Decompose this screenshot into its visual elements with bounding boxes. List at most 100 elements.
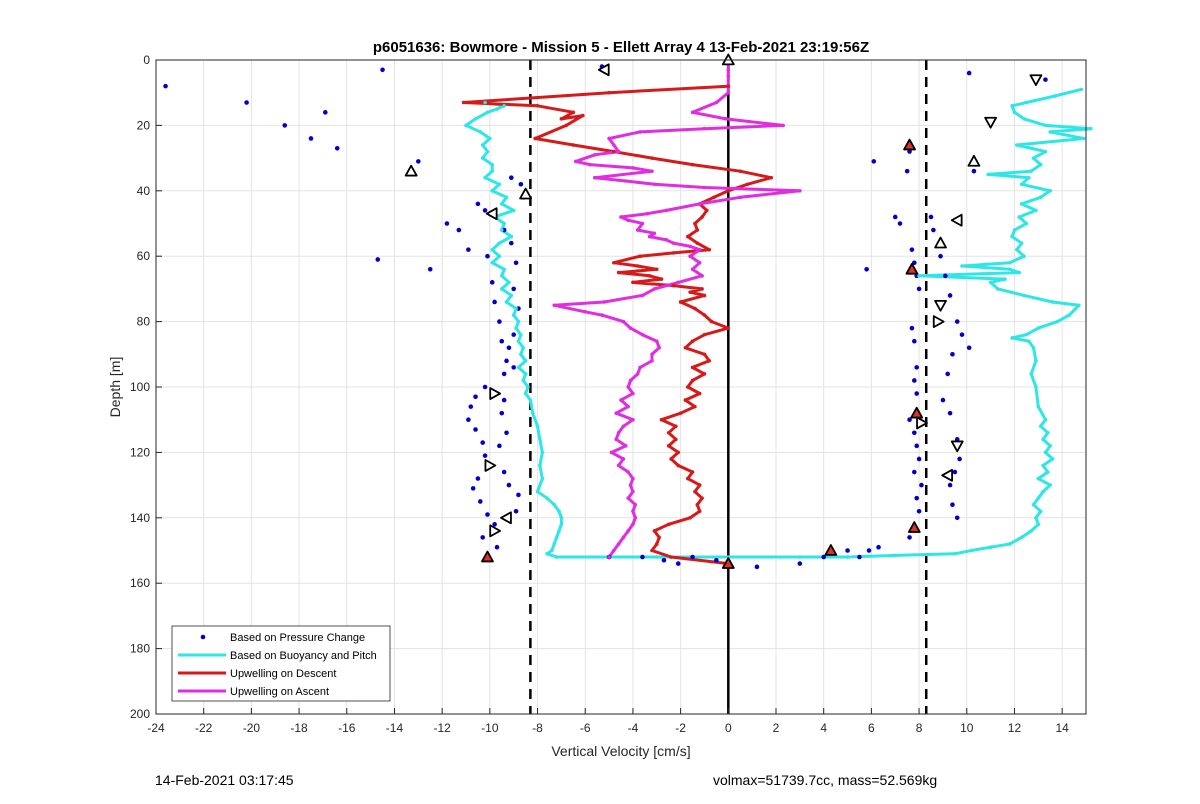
x-tick-label: -10 xyxy=(481,721,499,735)
upwelling-on-descent-point xyxy=(659,277,664,281)
upwelling-on-ascent-point xyxy=(697,260,702,265)
upwelling-on-ascent-point xyxy=(652,287,657,291)
based-on-buoyancy-and-pitch-point xyxy=(995,287,1000,291)
upwelling-on-descent-point xyxy=(709,319,714,324)
upwelling-on-descent-point xyxy=(612,260,616,265)
pressure-change-point xyxy=(380,67,385,73)
pressure-change-point xyxy=(966,70,972,76)
upwelling-on-ascent-point xyxy=(628,378,633,383)
filled-triangle-marker xyxy=(905,262,919,275)
upwelling-on-ascent-point xyxy=(592,153,597,157)
upwelling-on-ascent-point xyxy=(602,300,607,304)
pressure-change-point xyxy=(914,365,919,370)
based-on-buoyancy-and-pitch-point xyxy=(464,123,468,128)
based-on-buoyancy-and-pitch-point xyxy=(1026,339,1031,344)
based-on-buoyancy-and-pitch-point xyxy=(554,535,559,540)
upwelling-on-ascent-point xyxy=(652,231,657,236)
pressure-change-point xyxy=(661,558,667,563)
pressure-change-point xyxy=(499,338,505,344)
based-on-buoyancy-and-pitch-point xyxy=(497,182,502,187)
upwelling-on-descent-point xyxy=(693,221,697,226)
based-on-buoyancy-and-pitch-point xyxy=(538,437,542,442)
based-on-buoyancy-and-pitch-point xyxy=(893,553,898,558)
upwelling-on-descent-point xyxy=(666,430,671,435)
y-tick-label: 140 xyxy=(130,511,150,525)
upwelling-on-ascent-point xyxy=(619,215,623,219)
pressure-change-point xyxy=(909,325,915,331)
pressure-change-point xyxy=(513,260,519,266)
upwelling-on-ascent-point xyxy=(626,218,630,223)
based-on-buoyancy-and-pitch-point xyxy=(1038,162,1043,167)
upwelling-on-descent-point xyxy=(700,215,704,219)
pressure-change-point xyxy=(466,417,471,423)
based-on-buoyancy-and-pitch-point xyxy=(557,509,561,514)
based-on-buoyancy-and-pitch-point xyxy=(483,100,487,105)
legend-box xyxy=(171,625,391,702)
upwelling-on-descent-point xyxy=(559,117,564,121)
pressure-change-point xyxy=(938,253,943,259)
based-on-buoyancy-and-pitch-point xyxy=(1019,535,1024,540)
based-on-buoyancy-and-pitch-point xyxy=(521,378,526,383)
based-on-buoyancy-and-pitch-point xyxy=(1015,143,1019,147)
based-on-buoyancy-and-pitch-point xyxy=(1031,502,1036,507)
legend-label: Upwelling on Descent xyxy=(230,668,336,680)
pressure-change-point xyxy=(244,100,249,105)
based-on-buoyancy-and-pitch-point xyxy=(499,274,504,278)
upwelling-on-descent-point xyxy=(650,548,654,553)
based-on-buoyancy-and-pitch-point xyxy=(559,522,564,527)
based-on-buoyancy-and-pitch-point xyxy=(1050,300,1055,304)
pressure-change-point xyxy=(492,299,497,305)
upwelling-on-ascent-point xyxy=(664,208,669,213)
based-on-buoyancy-and-pitch-point xyxy=(1029,169,1033,173)
based-on-buoyancy-and-pitch-point xyxy=(1007,260,1012,265)
pressure-change-point xyxy=(954,319,960,324)
based-on-buoyancy-and-pitch-point xyxy=(480,143,485,147)
pressure-change-point xyxy=(940,397,946,403)
open-triangle-marker xyxy=(485,207,498,221)
based-on-buoyancy-and-pitch-point xyxy=(1034,385,1038,389)
upwelling-on-descent-point xyxy=(607,90,611,95)
upwelling-on-ascent-point xyxy=(623,444,628,448)
triangle-markers xyxy=(404,53,1043,569)
pressure-change-point xyxy=(475,476,481,481)
upwelling-on-ascent-point xyxy=(638,130,642,134)
pressure-change-point xyxy=(912,378,917,383)
pressure-change-point xyxy=(375,257,381,262)
pressure-change-point xyxy=(845,548,850,553)
pressure-change-point xyxy=(494,544,500,550)
pressure-change-point xyxy=(957,456,962,462)
open-triangle-marker xyxy=(404,164,418,177)
pressure-change-point xyxy=(954,515,960,521)
upwelling-on-descent-point xyxy=(745,182,750,187)
based-on-buoyancy-and-pitch-point xyxy=(502,221,506,226)
based-on-buoyancy-and-pitch-point xyxy=(516,319,521,324)
pressure-change-point xyxy=(473,427,478,432)
pressure-change-point xyxy=(497,443,502,449)
upwelling-on-descent-point xyxy=(638,254,642,258)
based-on-buoyancy-and-pitch-point xyxy=(654,555,659,559)
upwelling-on-descent-point xyxy=(688,516,692,520)
upwelling-on-descent-point xyxy=(726,326,731,330)
open-triangle-marker xyxy=(950,440,964,453)
based-on-buoyancy-and-pitch-point xyxy=(953,551,957,556)
pressure-change-point xyxy=(919,482,924,488)
pressure-change-point xyxy=(928,214,934,220)
pressure-change-point xyxy=(914,495,919,501)
based-on-buoyancy-and-pitch-point xyxy=(988,545,993,550)
pressure-change-point xyxy=(947,482,953,488)
based-on-buoyancy-and-pitch-point xyxy=(1046,470,1050,474)
y-tick-label: 0 xyxy=(143,53,150,67)
upwelling-on-ascent-point xyxy=(600,313,604,317)
pressure-change-point xyxy=(912,469,917,475)
upwelling-on-ascent-point xyxy=(640,221,645,226)
based-on-buoyancy-and-pitch-point xyxy=(1038,195,1043,200)
pressure-change-point xyxy=(504,430,509,436)
open-triangle-marker xyxy=(489,524,502,538)
upwelling-on-ascent-point xyxy=(621,457,626,461)
pressure-change-point xyxy=(950,502,955,508)
upwelling-on-descent-point xyxy=(533,136,537,141)
open-triangle-marker xyxy=(934,236,947,249)
upwelling-on-ascent-point xyxy=(702,185,707,190)
upwelling-on-ascent-point xyxy=(626,529,630,533)
based-on-buoyancy-and-pitch-point xyxy=(988,280,993,285)
